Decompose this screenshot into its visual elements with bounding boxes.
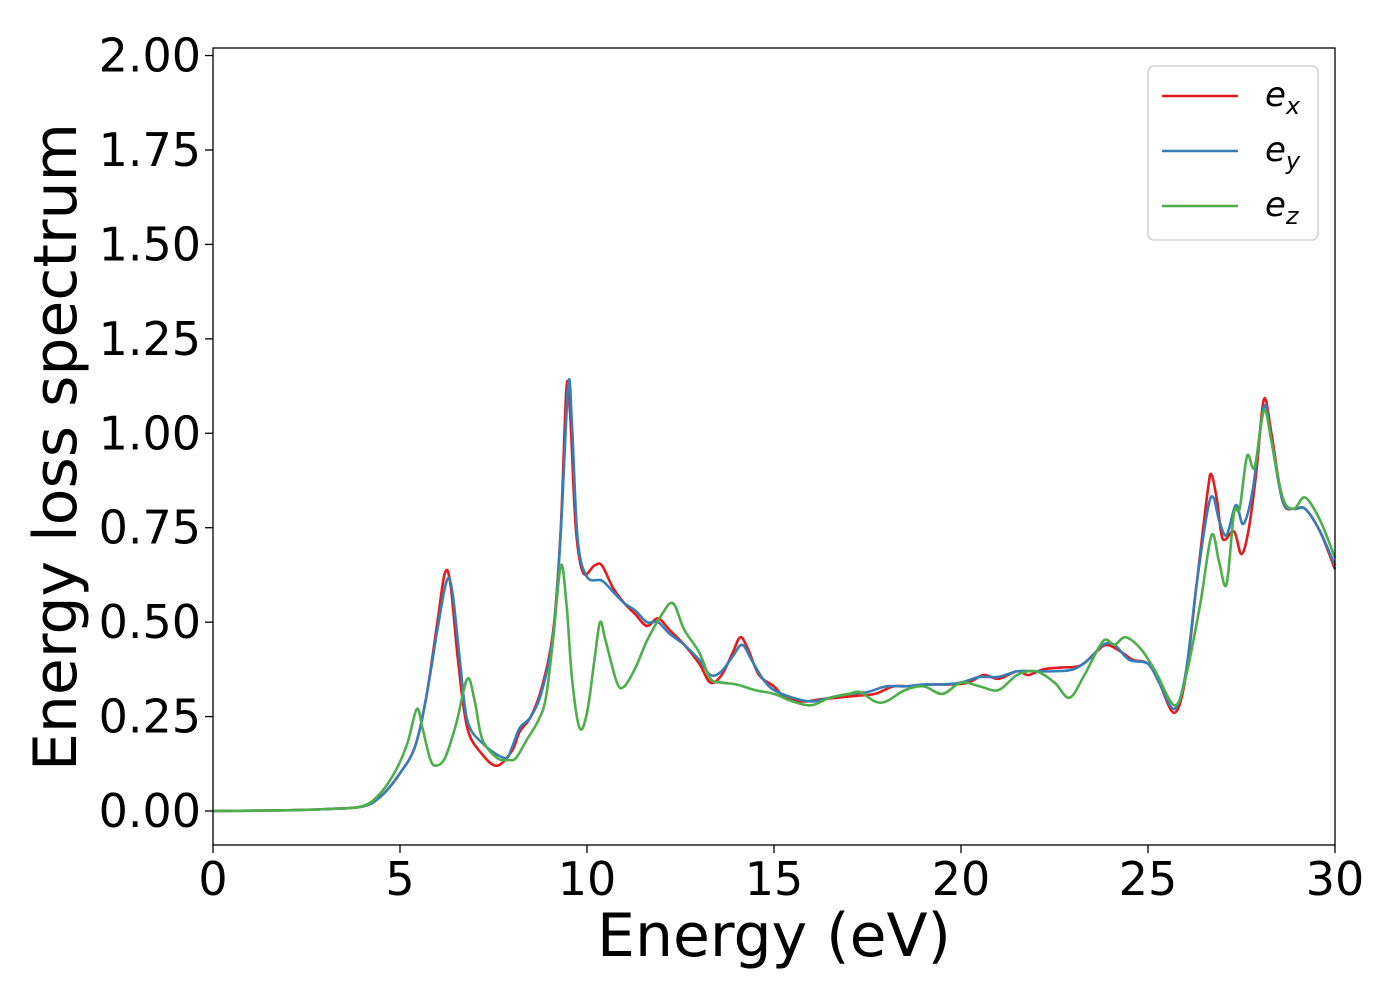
legend: ex ey ez bbox=[1147, 65, 1319, 241]
series-line-ey bbox=[212, 378, 1337, 813]
legend-label-ey: ey bbox=[1265, 130, 1301, 175]
y-tick-label: 1.75 bbox=[99, 123, 201, 177]
y-tick-label: 0.25 bbox=[99, 690, 201, 744]
y-axis: 0.00 0.25 0.50 0.75 1.00 1.25 1.50 1.75 2.00 bbox=[99, 29, 213, 838]
x-axis: 0 5 10 15 20 25 30 bbox=[198, 845, 1364, 906]
legend-box bbox=[1147, 65, 1319, 241]
x-tick-label: 0 bbox=[198, 852, 227, 906]
y-tick-label: 0.50 bbox=[99, 595, 201, 649]
y-tick-label: 2.00 bbox=[99, 29, 201, 83]
y-axis-label: Energy loss spectrum bbox=[21, 123, 91, 771]
x-tick-label: 10 bbox=[558, 852, 617, 906]
y-tick-label: 0.00 bbox=[99, 784, 201, 838]
y-tick-label: 1.00 bbox=[99, 406, 201, 460]
series-line-ex bbox=[212, 379, 1337, 813]
series-line-ez bbox=[212, 408, 1337, 813]
x-tick-label: 5 bbox=[385, 852, 414, 906]
x-tick-label: 20 bbox=[932, 852, 991, 906]
y-tick-label: 0.75 bbox=[99, 501, 201, 555]
legend-label-ex: ex bbox=[1265, 75, 1301, 120]
x-axis-label: Energy (eV) bbox=[597, 901, 951, 971]
series-layer bbox=[212, 378, 1337, 813]
x-tick-label: 30 bbox=[1306, 852, 1365, 906]
y-tick-label: 1.25 bbox=[99, 312, 201, 366]
x-tick-label: 15 bbox=[745, 852, 804, 906]
y-tick-label: 1.50 bbox=[99, 217, 201, 271]
x-tick-label: 25 bbox=[1119, 852, 1178, 906]
legend-label-ez: ez bbox=[1265, 185, 1300, 230]
